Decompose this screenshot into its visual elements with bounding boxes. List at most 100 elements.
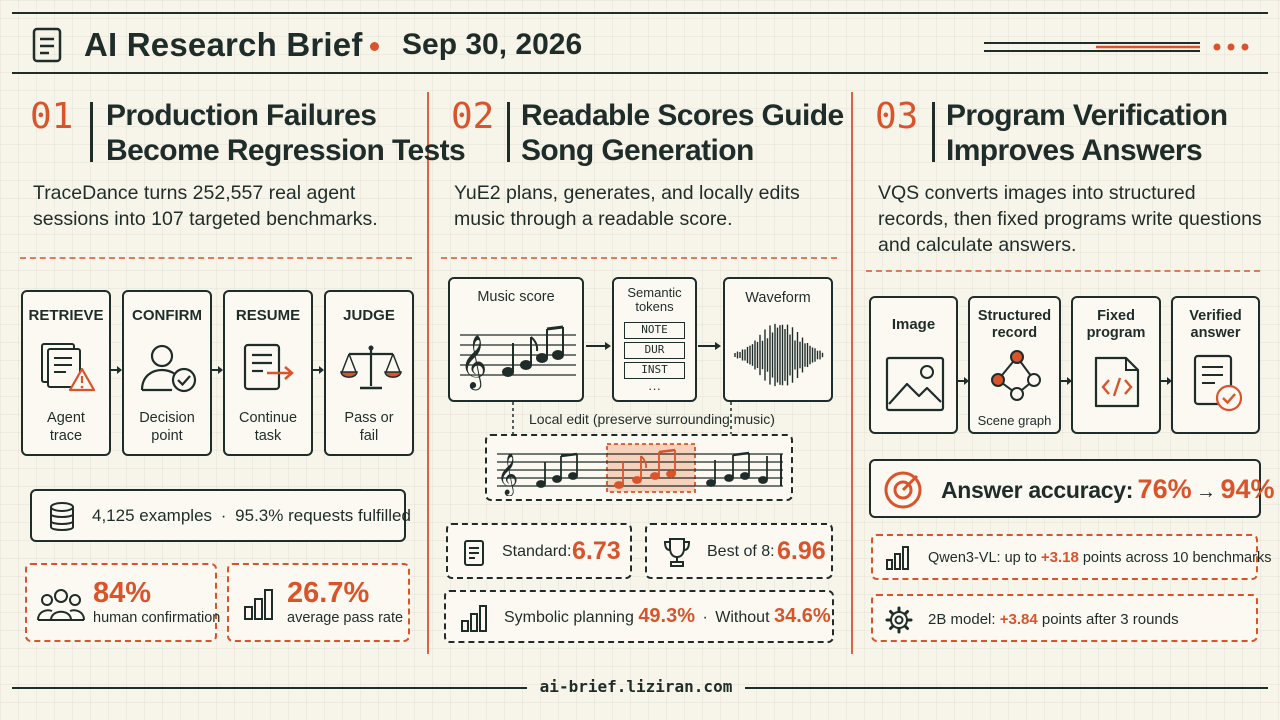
planning-comparison: Symbolic planning 49.3% · Without 34.6% <box>444 590 834 643</box>
scene-graph-caption: Scene graph <box>977 413 1052 428</box>
brief-icon <box>31 27 65 63</box>
stat-human-confirmation: 84% human confirmation <box>25 563 221 642</box>
image-icon <box>885 356 945 412</box>
step-heading: JUDGE <box>343 307 395 324</box>
section-title: Production Failures Become Regression Te… <box>106 98 466 168</box>
qwen-suffix: points across 10 benchmarks <box>1082 550 1272 566</box>
footer-rule-right <box>745 687 1268 689</box>
separator: · <box>702 609 708 626</box>
step-label: Decision <box>139 410 195 426</box>
best-value: 6.96 <box>777 537 826 565</box>
without-value: 34.6% <box>773 605 831 627</box>
music-score-label: Music score <box>477 289 555 305</box>
header-decoration <box>984 38 1252 58</box>
document-icon <box>463 539 485 567</box>
svg-text:𝄞: 𝄞 <box>497 453 518 496</box>
local-edit-score: 𝄞 <box>485 434 793 501</box>
accuracy-to: 94% <box>1220 474 1275 504</box>
model-value: +3.84 <box>999 611 1038 628</box>
step-label: task <box>254 428 282 444</box>
planning-text: Symbolic planning 49.3% · Without 34.6% <box>504 605 831 628</box>
arrow-right-icon <box>212 364 224 376</box>
waveform-box: Waveform <box>723 277 833 402</box>
gear-icon <box>885 606 913 634</box>
step-label: Pass or <box>344 410 394 426</box>
description-line: sessions into 107 targeted benchmarks. <box>33 208 378 230</box>
scales-icon <box>340 342 402 394</box>
step-heading-line: Fixed <box>1097 308 1135 324</box>
step-label: Continue <box>238 410 298 426</box>
arrow-right-icon <box>313 364 325 376</box>
music-staff-icon: 𝄞 <box>458 315 578 395</box>
section-bar <box>507 102 510 162</box>
step-structured-record: Structured record Scene graph <box>968 296 1061 434</box>
separator: · <box>220 506 227 525</box>
qwen-prefix: Qwen3-VL: up to <box>928 550 1037 566</box>
tokens-label-line: tokens <box>635 299 674 314</box>
arrow-right-icon <box>958 375 970 387</box>
description-line: TraceDance turns 252,557 real agent <box>33 182 356 204</box>
without-label: Without <box>715 609 770 626</box>
step-heading: Verified answer <box>1173 308 1258 342</box>
verified-doc-icon <box>1191 354 1245 414</box>
token-chip: DUR <box>624 342 685 359</box>
page-date: Sep 30, 2026 <box>402 28 583 61</box>
stat-label: human confirmation <box>93 610 221 626</box>
target-icon <box>883 470 923 510</box>
footer-url[interactable]: ai-brief.liziran.com <box>539 677 733 696</box>
arrow-right-icon <box>1061 375 1073 387</box>
stat-label: average pass rate <box>287 610 404 626</box>
section-bar <box>932 102 935 162</box>
section-description: YuE2 plans, generates, and locally edits… <box>454 180 800 232</box>
section-title-line: Program Verification <box>946 99 1228 132</box>
section-title-line: Become Regression Tests <box>106 134 466 167</box>
model-text: 2B model: +3.84 points after 3 rounds <box>928 611 1179 628</box>
standard-value: 6.73 <box>572 537 621 565</box>
step-heading-line: Structured <box>977 308 1052 324</box>
step-label: trace <box>49 428 83 444</box>
tokens-more: ··· <box>648 381 661 396</box>
model-prefix: 2B model: <box>928 611 996 628</box>
arrow-right-icon <box>111 364 123 376</box>
trace-warning-icon <box>38 342 98 394</box>
local-edit-connector <box>512 402 732 436</box>
stat-value: 26.7% <box>287 577 370 609</box>
step-verified-answer: Verified answer <box>1171 296 1260 434</box>
section-bar <box>90 102 93 162</box>
model-suffix: points after 3 rounds <box>1041 611 1179 628</box>
scene-graph-icon <box>988 348 1046 402</box>
answer-accuracy: Answer accuracy: 76% → 94% <box>869 459 1275 518</box>
code-icon <box>1092 356 1142 408</box>
step-image: Image <box>869 296 958 434</box>
semantic-tokens-box: Semantic tokens NOTE DUR INST ··· <box>612 277 697 402</box>
column-divider <box>851 92 853 654</box>
local-edit-label: Local edit (preserve surrounding music) <box>529 411 775 427</box>
section-title: Readable Scores Guide Song Generation <box>521 98 844 168</box>
standard-label: Standard: <box>502 543 572 560</box>
step-heading: RETRIEVE <box>28 307 104 324</box>
token-chip: NOTE <box>624 322 685 339</box>
step-judge: JUDGE Pass or fail <box>324 290 414 456</box>
accuracy-from: 76% <box>1137 474 1192 504</box>
edited-staff-icon: 𝄞 <box>495 442 785 496</box>
best-of-8-score: Best of 8: 6.96 <box>645 523 833 579</box>
best-label: Best of 8: <box>707 543 775 560</box>
step-retrieve: RETRIEVE Agent trace <box>21 290 111 456</box>
person-check-icon <box>138 342 200 394</box>
step-heading: Image <box>891 316 936 333</box>
bar-chart-icon <box>460 603 488 633</box>
step-heading-line: record <box>991 325 1038 341</box>
footer-rule-left <box>12 687 527 689</box>
stat-pass-rate: 26.7% average pass rate <box>227 563 410 642</box>
section-title-line: Song Generation <box>521 134 754 167</box>
description-line: YuE2 plans, generates, and locally edits <box>454 182 800 204</box>
step-heading-line: answer <box>1190 325 1241 341</box>
music-score-box: Music score 𝄞 <box>448 277 584 402</box>
description-line: music through a readable score. <box>454 208 733 230</box>
step-resume: RESUME Continue task <box>223 290 313 456</box>
step-heading-line: Verified <box>1189 308 1242 324</box>
tokens-label-line: Semantic <box>627 285 682 300</box>
step-heading-line: program <box>1086 325 1146 341</box>
svg-text:𝄞: 𝄞 <box>460 334 487 390</box>
title-separator-dot <box>370 42 379 51</box>
